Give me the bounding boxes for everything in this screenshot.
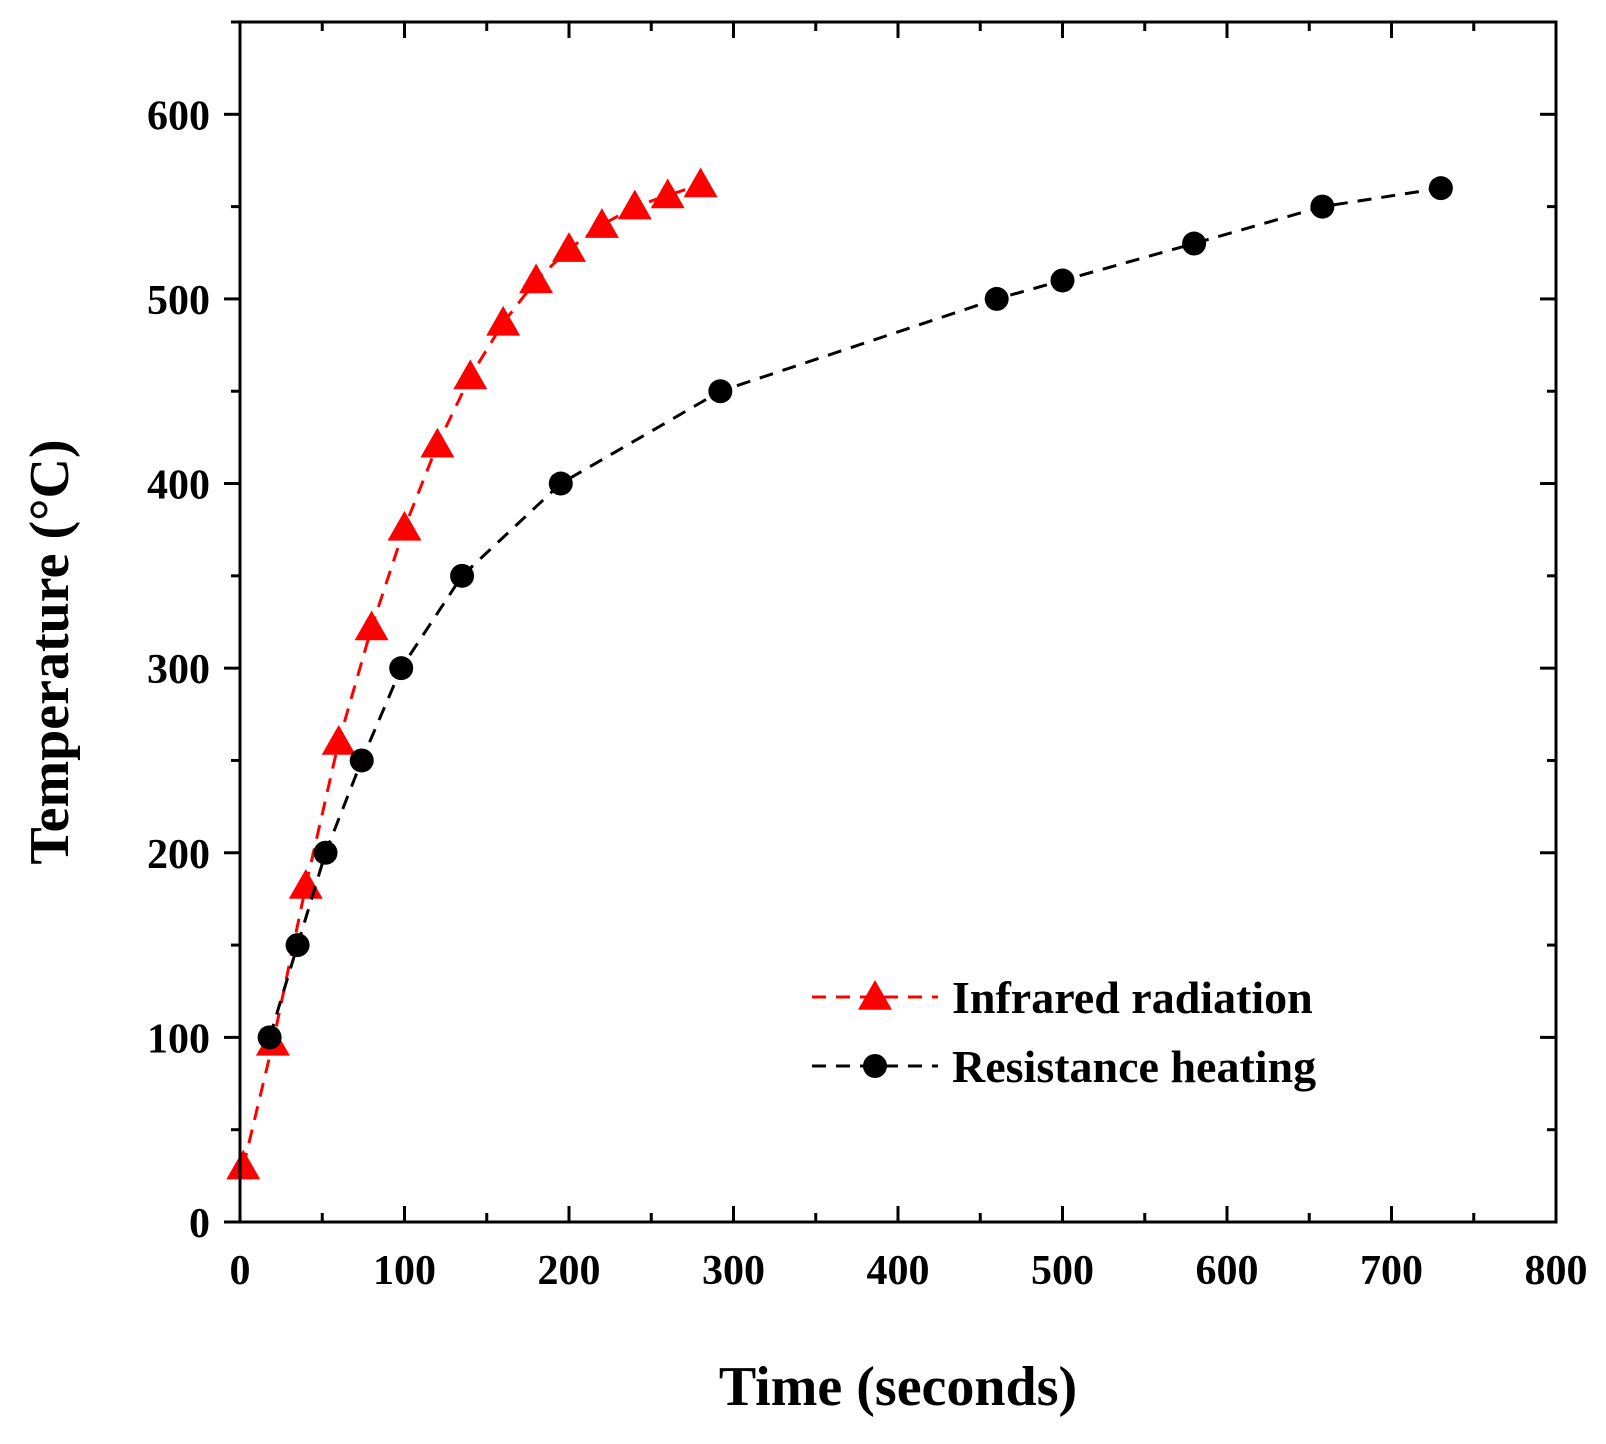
data-point-infrared <box>321 725 356 755</box>
data-point-infrared <box>420 427 455 458</box>
data-point-infrared <box>552 232 586 262</box>
data-point-resistance <box>313 840 338 865</box>
data-point-infrared <box>226 1149 261 1180</box>
x-axis-title: Time (seconds) <box>719 1356 1077 1418</box>
y-tick-label: 0 <box>189 1201 210 1247</box>
data-point-infrared <box>519 263 554 294</box>
x-tick-label: 300 <box>702 1248 765 1294</box>
legend-marker-shape <box>863 1054 887 1078</box>
data-point-resistance <box>1428 176 1453 201</box>
legend-marker-infrared <box>858 980 892 1010</box>
ticks-layer: 0 100 200 300 400 500 600 700 800 0 100 200 300 400 50… <box>147 20 1588 1294</box>
legend-marker-resistance <box>863 1054 887 1078</box>
data-point-infrared <box>617 189 652 220</box>
data-point-infrared <box>288 869 323 899</box>
data-point-resistance <box>984 286 1009 311</box>
y-tick-label: 500 <box>147 278 210 324</box>
y-tick-label: 200 <box>147 832 210 878</box>
x-tick-label: 800 <box>1525 1248 1588 1294</box>
y-tick-label: 100 <box>147 1016 210 1062</box>
data-point-infrared <box>683 167 718 198</box>
data-point-resistance <box>389 656 414 681</box>
data-point-resistance <box>285 933 310 958</box>
data-point-infrared <box>650 178 685 209</box>
x-tick-label: 100 <box>373 1248 436 1294</box>
x-tick-label: 0 <box>230 1248 251 1294</box>
data-point-infrared <box>354 610 389 641</box>
x-tick-label: 600 <box>1196 1248 1259 1294</box>
y-axis-title: Temperature (°C) <box>19 439 81 864</box>
x-tick-label: 500 <box>1031 1248 1094 1294</box>
legend-label-infrared: Infrared radiation <box>952 972 1313 1023</box>
data-point-resistance <box>708 379 733 404</box>
data-point-resistance <box>450 563 475 588</box>
data-point-infrared <box>453 359 488 390</box>
data-point-resistance <box>257 1025 282 1050</box>
data-point-resistance <box>1310 194 1335 219</box>
data-point-infrared <box>387 510 422 541</box>
series-layer <box>226 167 1453 1180</box>
y-tick-label: 400 <box>147 463 210 509</box>
y-tick-label: 600 <box>147 93 210 139</box>
data-point-resistance <box>548 471 573 496</box>
x-tick-label: 700 <box>1360 1248 1423 1294</box>
series-line-infrared <box>241 183 702 1167</box>
data-point-resistance <box>349 748 374 773</box>
y-tick-label: 300 <box>147 647 210 693</box>
data-point-infrared <box>486 305 521 336</box>
x-tick-label: 400 <box>867 1248 930 1294</box>
series-line-resistance <box>268 186 1442 1038</box>
legend-label-resistance: Resistance heating <box>952 1041 1316 1092</box>
legend: Infrared radiation Resistance heating <box>812 972 1316 1092</box>
data-point-resistance <box>1050 268 1075 293</box>
data-point-resistance <box>1182 231 1207 256</box>
data-point-infrared <box>584 208 619 238</box>
x-tick-label: 200 <box>538 1248 601 1294</box>
legend-marker-shape <box>858 980 892 1010</box>
